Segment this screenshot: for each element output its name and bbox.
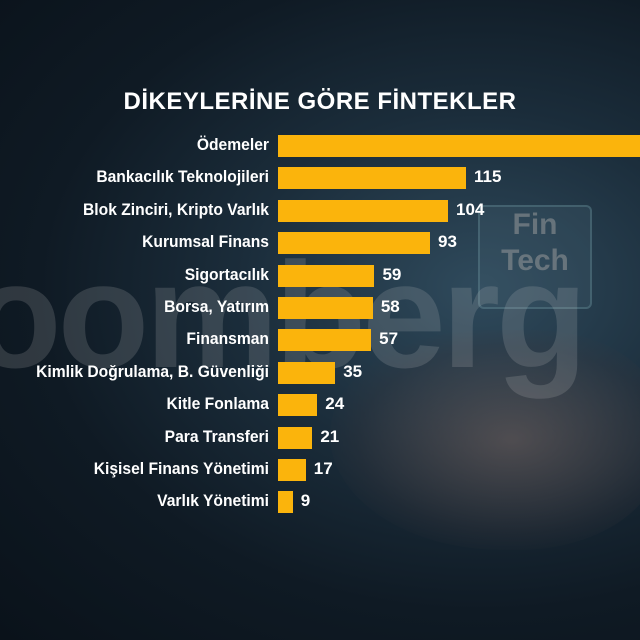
data-label: 59 <box>382 264 402 284</box>
bar <box>278 199 449 222</box>
fintech-chip-image: Fin Tech <box>478 205 592 309</box>
category-label-text: Borsa, Yatırım <box>164 297 269 316</box>
category-label: Para Transferi <box>0 427 269 447</box>
category-label: Varlık Yönetimi <box>0 491 269 511</box>
category-label: Kişisel Finans Yönetimi <box>0 459 269 479</box>
chip-text-tech: Tech <box>501 244 569 277</box>
bar <box>278 232 431 255</box>
chart-title: DİKEYLERİNE GÖRE FİNTEKLER <box>123 88 517 115</box>
data-label: 115 <box>474 167 502 187</box>
category-label-text: Kitle Fonlama <box>166 394 269 414</box>
category-label-text: Para Transferi <box>164 426 269 446</box>
category-label-text: Bankacılık Teknolojileri <box>96 167 269 187</box>
data-label: 17 <box>313 459 333 478</box>
bar <box>278 361 336 384</box>
bar <box>278 491 293 514</box>
bar <box>278 459 306 481</box>
hand-image <box>330 330 640 550</box>
data-label: 57 <box>379 329 399 349</box>
bar <box>278 297 373 319</box>
category-label: Blok Zinciri, Kripto Varlık <box>0 200 269 220</box>
bar <box>278 426 313 449</box>
data-label: 21 <box>320 426 340 446</box>
chip-text-fin: Fin <box>512 208 558 241</box>
data-label: 93 <box>438 232 457 252</box>
category-label-text: Kişisel Finans Yönetimi <box>93 459 269 478</box>
category-label-text: Kurumsal Finans <box>142 232 269 252</box>
category-label-text: Sigortacılık <box>184 264 269 284</box>
category-label: Finansman <box>0 329 269 349</box>
data-label: 35 <box>343 361 363 381</box>
bar <box>278 329 372 352</box>
category-label-text: Finansman <box>186 329 269 349</box>
category-label: Kitle Fonlama <box>0 394 269 414</box>
category-label-text: Kimlik Doğrulama, B. Güvenliği <box>36 361 269 381</box>
bar <box>278 167 466 190</box>
category-label: Borsa, Yatırım <box>0 297 269 317</box>
category-label-text: Blok Zinciri, Kripto Varlık <box>83 199 269 219</box>
category-label: Kurumsal Finans <box>0 232 269 252</box>
data-label: 104 <box>456 199 485 219</box>
bar <box>278 264 375 287</box>
data-label: 58 <box>380 297 400 316</box>
category-label: Bankacılık Teknolojileri <box>0 167 269 187</box>
category-label: Ödemeler <box>0 135 269 155</box>
category-label-text: Varlık Yönetimi <box>157 491 269 511</box>
category-label-text: Ödemeler <box>196 135 269 154</box>
bar <box>278 135 640 157</box>
bar <box>278 394 318 417</box>
data-label: 24 <box>325 394 345 414</box>
data-label: 9 <box>300 491 311 511</box>
category-label: Sigortacılık <box>0 265 269 285</box>
category-label: Kimlik Doğrulama, B. Güvenliği <box>0 362 269 382</box>
